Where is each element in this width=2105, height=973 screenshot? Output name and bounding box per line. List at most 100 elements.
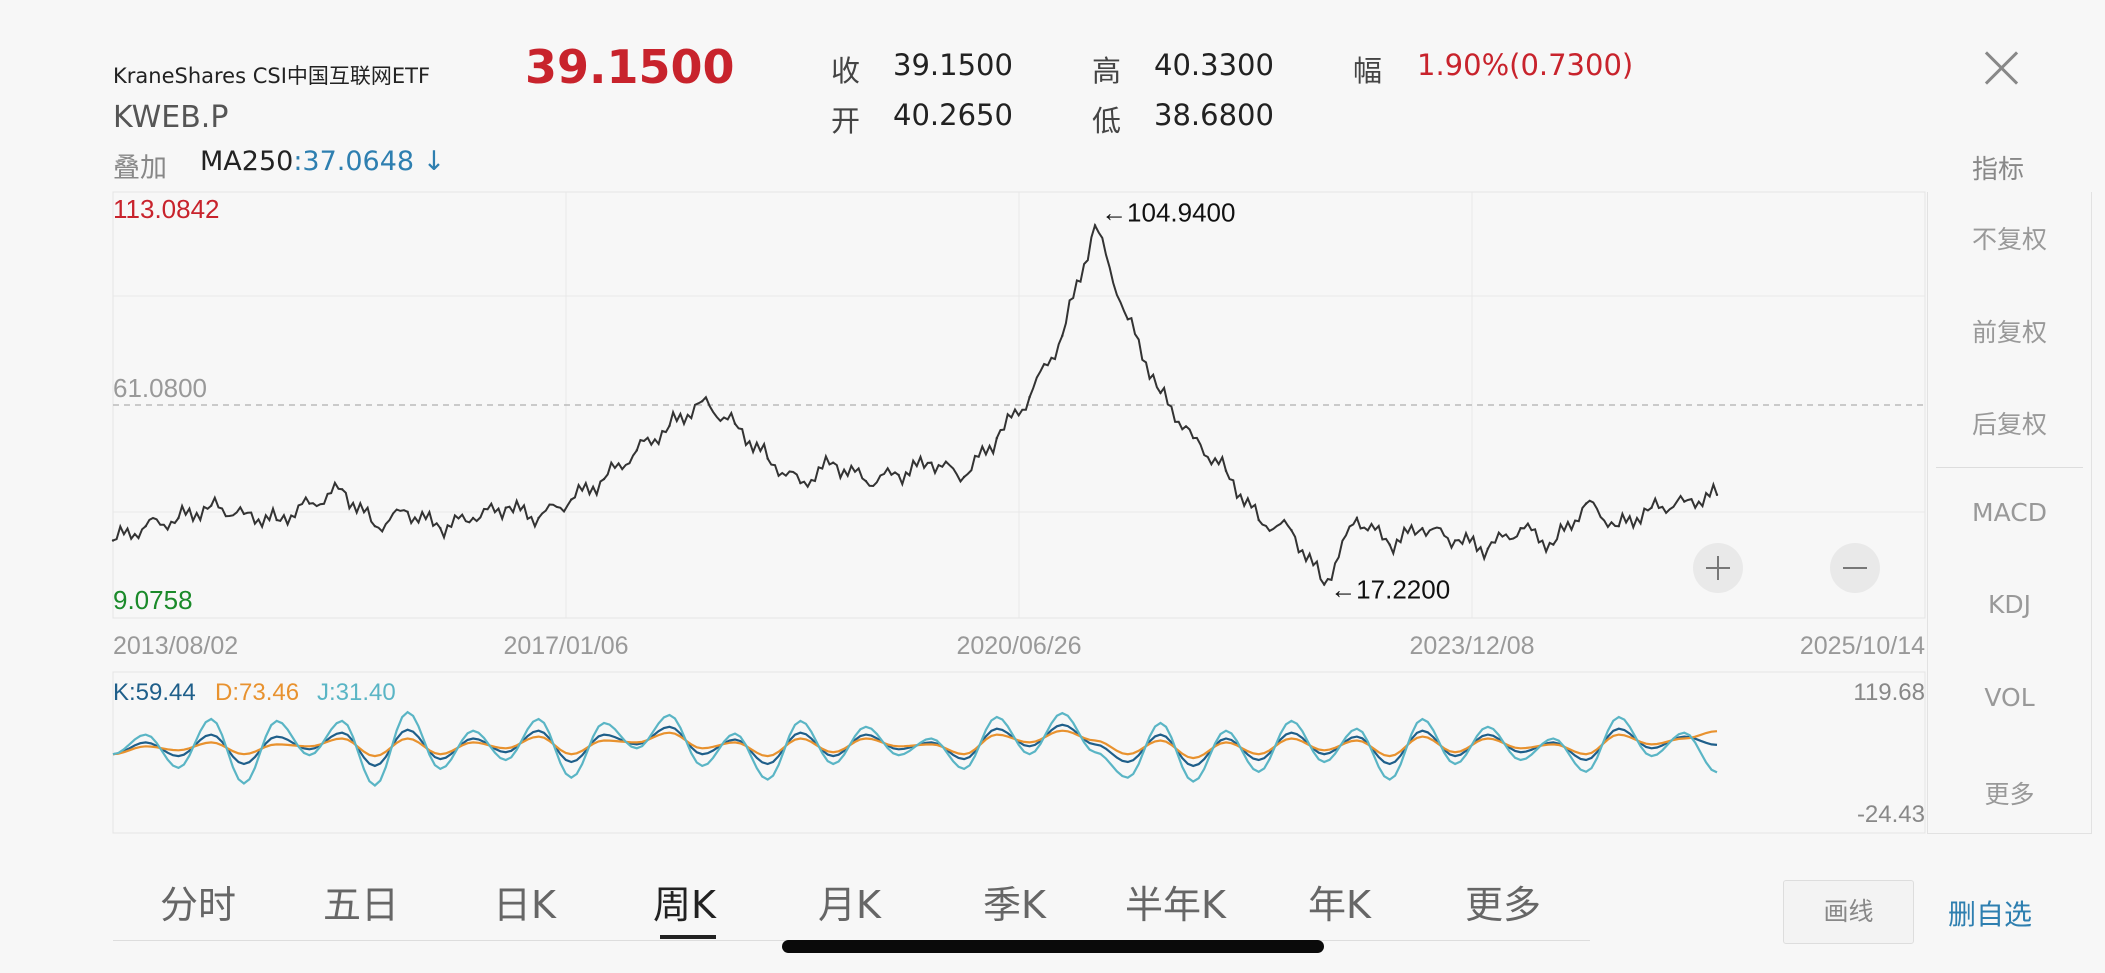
- price-point: [406, 510, 409, 514]
- price-point: [373, 524, 377, 528]
- tab-daily[interactable]: 日K: [493, 883, 556, 927]
- price-point: [1552, 543, 1555, 546]
- price-point: [1257, 518, 1260, 522]
- price-point: [504, 506, 508, 509]
- side-item-backward-adjust[interactable]: 后复权: [1971, 410, 2047, 439]
- plus-icon-v: [1717, 556, 1719, 580]
- tab-intraday[interactable]: 分时: [160, 883, 237, 927]
- price-point: [1519, 527, 1522, 530]
- indicators-button[interactable]: 指标: [1972, 155, 2025, 185]
- tab-monthly[interactable]: 月K: [818, 883, 881, 927]
- price-point: [864, 479, 868, 483]
- price-point: [668, 424, 671, 428]
- price-point: [1028, 395, 1031, 399]
- price-point: [602, 477, 606, 481]
- kdj-grid: [112, 671, 1926, 834]
- overlay-button[interactable]: 叠加: [113, 153, 167, 184]
- max-annotation: ←104.9400: [1101, 197, 1235, 227]
- price-point: [1683, 500, 1686, 503]
- close-value: 39.1500: [893, 48, 1013, 82]
- close-icon[interactable]: [1980, 46, 2024, 90]
- price-point: [1322, 583, 1326, 586]
- side-item-more[interactable]: 更多: [1984, 780, 2035, 809]
- price-point: [1453, 539, 1457, 542]
- price-point: [766, 457, 769, 460]
- x-tick-label: 2013/08/02: [113, 632, 238, 660]
- change-value: 1.90%(0.7300): [1417, 48, 1634, 82]
- low-label: 低: [1092, 104, 1122, 138]
- price-point: [275, 518, 278, 522]
- price-point: [930, 461, 933, 464]
- min-annotation: ←17.2200: [1330, 575, 1450, 605]
- main-grid: [112, 191, 1926, 619]
- kdj-line-j: [112, 710, 1718, 787]
- price-point: [1224, 469, 1228, 473]
- price-point: [1486, 547, 1490, 550]
- price-point: [1126, 318, 1129, 321]
- price-point: [537, 516, 540, 520]
- tab-quarterly[interactable]: 季K: [983, 883, 1046, 927]
- price-point: [1093, 224, 1097, 227]
- high-label: 高: [1092, 54, 1122, 88]
- price-point: [177, 516, 180, 520]
- tab-five-day[interactable]: 五日: [323, 883, 400, 927]
- side-item-no-adjust[interactable]: 不复权: [1971, 225, 2047, 254]
- low-value: 38.6800: [1154, 98, 1274, 132]
- side-item-vol[interactable]: VOL: [1984, 683, 2035, 712]
- y-max-label: 113.0842: [113, 194, 220, 224]
- price-point: [1421, 527, 1424, 530]
- home-indicator: [782, 940, 1324, 953]
- price-point: [1355, 516, 1359, 520]
- tab-yearly[interactable]: 年K: [1308, 883, 1371, 927]
- kdj-j-label: J:31.40: [317, 679, 396, 706]
- open-value: 40.2650: [893, 98, 1013, 132]
- price-point: [471, 516, 475, 520]
- price-point: [799, 481, 802, 485]
- zoom-out-button[interactable]: [1830, 543, 1880, 593]
- zoom-in-button[interactable]: [1693, 543, 1743, 593]
- kdj-d-label: D:73.46: [215, 679, 299, 706]
- kdj-line-d: [112, 729, 1718, 760]
- price-point: [210, 504, 213, 507]
- price-point: [1584, 502, 1588, 505]
- security-name: KraneShares CSI中国互联网ETF: [113, 64, 431, 88]
- y-min-label: 9.0758: [113, 585, 193, 615]
- price-point: [1192, 436, 1195, 440]
- ma250-label: MA250: [200, 146, 294, 177]
- side-menu: 不复权 前复权 后复权 MACD KDJ VOL 更多: [1927, 192, 2092, 834]
- ma250-value: :37.0648 ↓: [293, 146, 446, 177]
- ticker-code: KWEB.P: [113, 100, 229, 135]
- price-point: [111, 539, 115, 542]
- side-item-macd[interactable]: MACD: [1972, 498, 2047, 527]
- price-series: [111, 222, 1719, 587]
- price-point: [1159, 391, 1162, 395]
- active-tab-indicator: [660, 935, 716, 939]
- price-point: [1650, 506, 1653, 509]
- price-point: [962, 475, 966, 479]
- price-point: [1715, 493, 1719, 497]
- kdj-frame: [112, 671, 1926, 834]
- remove-watchlist-button[interactable]: 删自选: [1948, 898, 2033, 931]
- change-label: 幅: [1353, 54, 1383, 88]
- side-item-kdj[interactable]: KDJ: [1987, 590, 2032, 619]
- draw-line-button[interactable]: 画线: [1783, 880, 1914, 944]
- price-point: [308, 502, 311, 505]
- high-value: 40.3300: [1154, 48, 1274, 82]
- close-label: 收: [831, 54, 861, 88]
- x-tick-label: 2025/10/14: [1800, 632, 1925, 660]
- side-item-forward-adjust[interactable]: 前复权: [1971, 318, 2047, 347]
- price-point: [733, 422, 737, 425]
- ma250-indicator: MA250:37.0648 ↓: [200, 146, 445, 177]
- x-tick-label: 2020/06/26: [956, 632, 1081, 660]
- price-point: [439, 527, 442, 530]
- tab-more[interactable]: 更多: [1465, 883, 1542, 927]
- price-point: [635, 449, 638, 452]
- price-point: [570, 498, 573, 501]
- side-divider: [1936, 467, 2083, 468]
- tab-half-year[interactable]: 半年K: [1125, 883, 1226, 927]
- kdj-series: [112, 710, 1718, 787]
- tab-weekly[interactable]: 周K: [653, 883, 716, 927]
- kdj-k-label: K:59.44: [113, 679, 196, 706]
- price-point: [897, 473, 900, 477]
- price-point: [144, 524, 147, 528]
